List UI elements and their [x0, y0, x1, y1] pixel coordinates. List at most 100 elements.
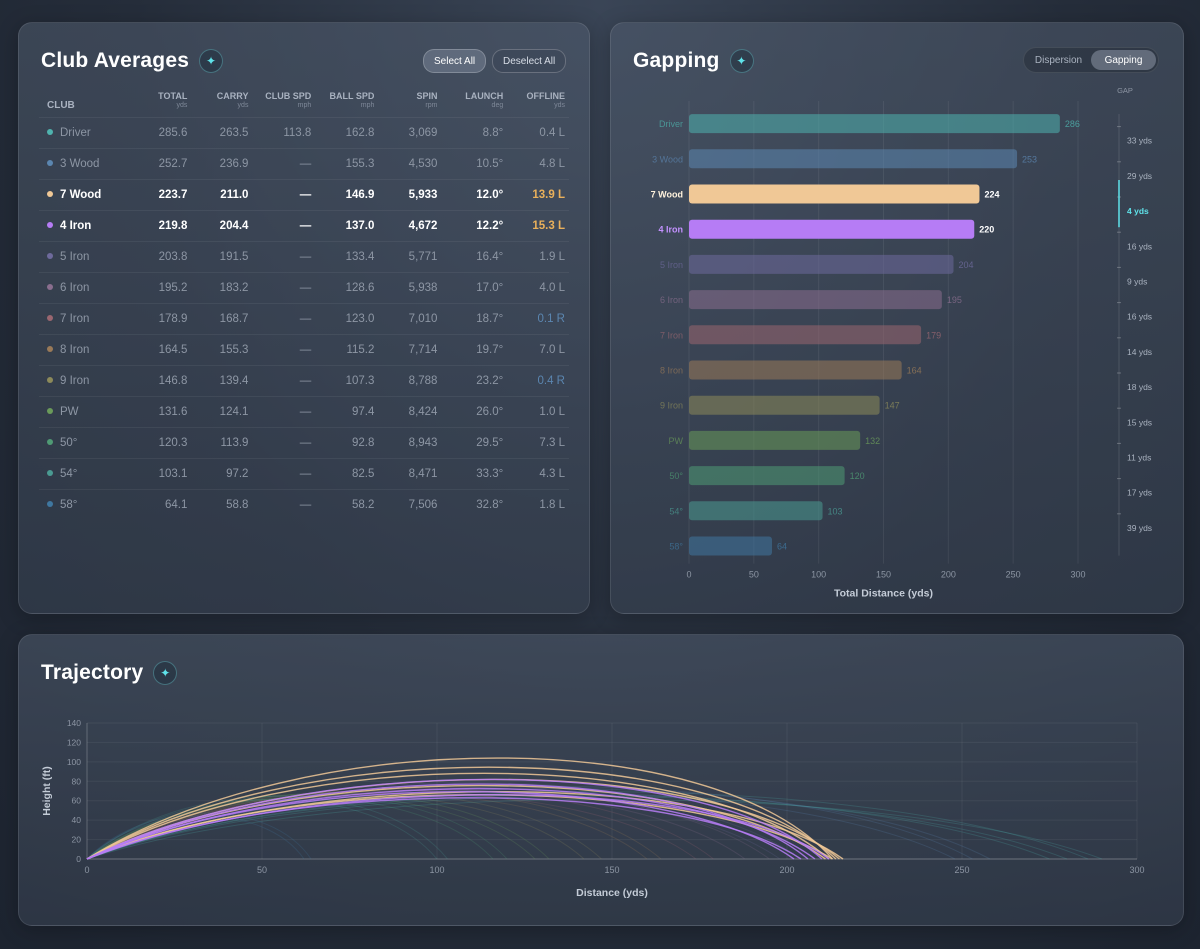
y-tick-label: 60 [72, 796, 82, 806]
table-row[interactable]: 6 Iron 195.2 183.2—128.6 5,938 17.0° 4.0 L [39, 272, 569, 304]
club-averages-title-text: Club Averages [41, 49, 190, 72]
table-row[interactable]: 7 Wood 223.7 211.0—146.9 5,933 12.0° 13.9 L [39, 179, 569, 211]
table-row[interactable]: 3 Wood 252.7 236.9—155.3 4,530 10.5° 4.8 L [39, 148, 569, 180]
club-color-dot-icon [47, 314, 53, 321]
carry-cell: 58.8 [191, 489, 253, 520]
club-name-cell: 5 Iron [39, 241, 139, 273]
club-name-cell: 6 Iron [39, 272, 139, 304]
club-averages-title: Club Averages ✦ [41, 49, 224, 73]
gap-bar[interactable] [689, 290, 942, 310]
club-color-dot-icon [47, 469, 53, 476]
table-row[interactable]: 58° 64.1 58.8—58.2 7,506 32.8° 1.8 L [39, 489, 569, 520]
total-cell: 252.7 [138, 148, 192, 180]
offline-cell: 4.3 L [507, 458, 569, 490]
gap-bar[interactable] [689, 254, 954, 274]
gap-bar[interactable] [689, 395, 880, 415]
gap-bar[interactable] [689, 360, 902, 380]
category-label: 8 Iron [660, 366, 683, 376]
gap-bar[interactable] [689, 325, 922, 345]
sparkle-icon[interactable]: ✦ [199, 49, 224, 73]
club-name: 50° [60, 437, 78, 449]
toggle-dispersion[interactable]: Dispersion [1034, 54, 1083, 66]
deselect-all-button[interactable]: Deselect All [492, 49, 567, 73]
gap-label: 11 yds [1127, 453, 1151, 463]
club-color-dot-icon [47, 221, 53, 228]
gap-bar[interactable] [689, 149, 1018, 169]
gap-bar[interactable] [689, 114, 1060, 134]
trajectory-title-text: Trajectory [41, 661, 144, 684]
club-name-cell: Driver [39, 117, 139, 149]
column-header-club-spd: CLUB SPD mph [265, 91, 312, 109]
carry-cell: 168.7 [191, 303, 253, 335]
table-row[interactable]: 4 Iron 219.8 204.4—137.0 4,672 12.2° 15.3 L [39, 210, 569, 242]
total-cell: 178.9 [138, 303, 192, 335]
club-name-cell: 7 Iron [39, 303, 139, 335]
club-color-dot-icon [47, 283, 53, 290]
club-name: 3 Wood [60, 158, 100, 170]
club-spd-cell: — [252, 489, 316, 520]
table-row[interactable]: 5 Iron 203.8 191.5—133.4 5,771 16.4° 1.9 L [39, 241, 569, 273]
gap-bar[interactable] [689, 536, 772, 556]
carry-cell: 263.5 [191, 117, 253, 149]
table-row[interactable]: 50° 120.3 113.9—92.8 8,943 29.5° 7.3 L [39, 427, 569, 459]
offline-cell: 0.1 R [507, 303, 569, 335]
sparkle-icon[interactable]: ✦ [729, 49, 754, 73]
trajectory-line-7-iron [86, 788, 714, 860]
ball-spd-cell: 162.8 [315, 117, 379, 149]
club-name-cell: 7 Wood [39, 179, 139, 211]
launch-cell: 26.0° [441, 396, 508, 428]
trajectory-line-58- [86, 812, 312, 860]
bar-value-label: 164 [907, 366, 922, 376]
club-spd-cell: — [252, 396, 316, 428]
trajectory-line-54- [86, 795, 448, 860]
offline-cell: 1.0 L [507, 396, 569, 428]
category-label: 7 Iron [660, 330, 683, 340]
table-row[interactable]: PW 131.6 124.1—97.4 8,424 26.0° 1.0 L [39, 396, 569, 428]
sparkle-icon[interactable]: ✦ [153, 661, 178, 685]
toggle-gapping[interactable]: Gapping [1091, 50, 1156, 70]
spin-cell: 7,714 [378, 334, 442, 366]
total-cell: 164.5 [138, 334, 192, 366]
table-row[interactable]: 54° 103.1 97.2—82.5 8,471 33.3° 4.3 L [39, 458, 569, 490]
x-tick-label: 300 [1070, 570, 1085, 580]
table-row[interactable]: 9 Iron 146.8 139.4—107.3 8,788 23.2° 0.4 R [39, 365, 569, 397]
x-tick-label: 50 [749, 570, 759, 580]
spin-cell: 8,424 [378, 396, 442, 428]
gap-bar[interactable] [689, 430, 861, 450]
spin-cell: 8,943 [378, 427, 442, 459]
gap-bar[interactable] [689, 501, 823, 521]
y-tick-label: 20 [72, 835, 82, 845]
carry-cell: 211.0 [191, 179, 253, 211]
total-cell: 103.1 [138, 458, 192, 490]
club-name: PW [60, 406, 79, 418]
bar-value-label: 179 [926, 330, 941, 340]
club-spd-cell: 113.8 [252, 117, 316, 149]
gap-bar[interactable] [689, 219, 975, 239]
club-averages-table: CLUB TOTAL yds CARRY yds CLUB SPD mph BALL SPD m… [39, 87, 569, 520]
trajectory-line-7-wood [86, 757, 834, 860]
column-header-club: CLUB [47, 100, 75, 111]
trajectory-grid [86, 722, 1138, 860]
club-name-cell: PW [39, 396, 139, 428]
launch-cell: 18.7° [441, 303, 508, 335]
table-row[interactable]: 7 Iron 178.9 168.7—123.0 7,010 18.7° 0.1 R [39, 303, 569, 335]
offline-cell: 4.8 L [507, 148, 569, 180]
gapping-chart: 0 50 100 150 200 250 300 Total Distance (yds) Dr… [651, 86, 1152, 600]
gap-bar[interactable] [689, 466, 845, 486]
table-row[interactable]: Driver 285.6 263.5 113.8 162.8 3,069 8.8° 0.4 L [39, 117, 569, 149]
ball-spd-cell: 128.6 [315, 272, 379, 304]
bar-value-label: 132 [865, 436, 880, 446]
gap-label: 33 yds [1127, 136, 1152, 146]
highlighted-shots [86, 757, 844, 860]
gap-bar[interactable] [689, 184, 980, 204]
select-all-button[interactable]: Select All [423, 49, 487, 73]
club-name: 5 Iron [60, 251, 90, 263]
x-tick-label: 50 [257, 865, 267, 875]
carry-cell: 97.2 [191, 458, 253, 490]
ball-spd-cell: 107.3 [315, 365, 379, 397]
offline-cell: 4.0 L [507, 272, 569, 304]
total-cell: 195.2 [138, 272, 192, 304]
offline-cell: 0.4 R [507, 365, 569, 397]
table-row[interactable]: 8 Iron 164.5 155.3—115.2 7,714 19.7° 7.0 L [39, 334, 569, 366]
x-tick-label: 250 [1006, 570, 1021, 580]
